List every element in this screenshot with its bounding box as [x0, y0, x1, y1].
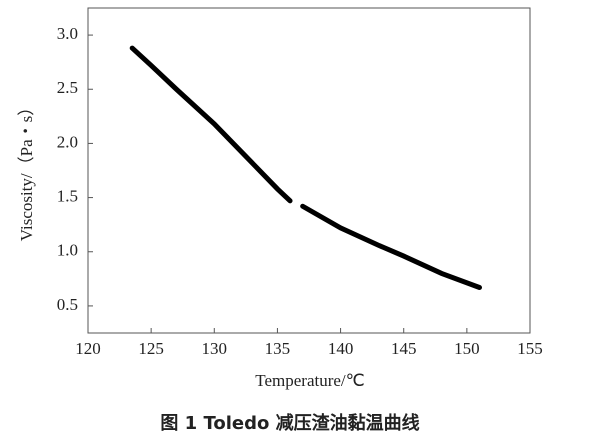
x-tick-label: 130 — [202, 339, 228, 358]
chart-title: 图 1 Toledo 减压渣油黏温曲线 — [160, 412, 419, 434]
x-tick-label: 150 — [454, 339, 480, 358]
plot-frame — [87, 7, 531, 334]
y-axis-label: Viscosity/（Pa・s） — [17, 99, 36, 242]
x-axis-label: Temperature/℃ — [255, 371, 364, 390]
x-tick-label: 135 — [265, 339, 291, 358]
x-tick-label: 120 — [75, 339, 101, 358]
y-tick-label: 3.0 — [57, 24, 78, 43]
x-tick-label: 140 — [328, 339, 354, 358]
y-tick-label: 2.5 — [57, 78, 78, 97]
x-tick-label: 155 — [517, 339, 543, 358]
x-tick-label: 145 — [391, 339, 417, 358]
data-line — [129, 45, 482, 290]
y-tick-label: 2.0 — [57, 132, 78, 151]
y-tick-label: 1.0 — [57, 241, 78, 260]
y-tick-label: 0.5 — [57, 295, 78, 314]
y-tick-label: 1.5 — [57, 186, 78, 205]
x-tick-label: 125 — [138, 339, 164, 358]
